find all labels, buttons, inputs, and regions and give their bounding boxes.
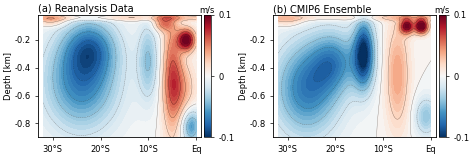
Text: (b) CMIP6 Ensemble: (b) CMIP6 Ensemble [273, 4, 372, 14]
Y-axis label: Depth [km]: Depth [km] [4, 52, 13, 100]
Title: m/s: m/s [200, 5, 215, 14]
Title: m/s: m/s [435, 5, 450, 14]
Text: (a) Reanalysis Data: (a) Reanalysis Data [38, 4, 134, 14]
Y-axis label: Depth [km]: Depth [km] [239, 52, 248, 100]
